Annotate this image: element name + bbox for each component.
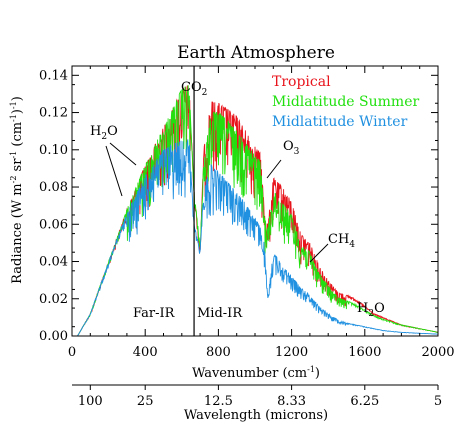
annotation-h2o-left: H2O [90,124,118,142]
region-label-mid-ir: Mid-IR [197,306,243,321]
x-tick-label: 800 [206,345,231,360]
pointer-o3 [266,159,282,179]
x-tick-label: 1200 [275,345,308,360]
wavelength-axis: 100 25 12.5 8.33 6.25 5 [72,384,442,409]
pointer-ch4 [309,243,329,263]
plot-area [77,85,438,336]
wavelength-tick-label: 25 [137,394,154,409]
annotation-h2o-right: H2O [357,301,385,319]
x-tick-label: 0 [68,345,76,360]
y-tick-label: 0.12 [39,106,68,121]
y-axis: 0.00 0.02 0.04 0.06 0.08 0.10 0.12 0.14 [39,68,438,344]
wavelength-tick-label: 100 [78,394,103,409]
wavelength-axis-title: Wavelength (microns) [184,408,328,423]
y-tick-label: 0.06 [39,217,68,232]
series-line-midlatitude-winter [77,139,438,336]
wavelength-tick-label: 8.33 [277,394,306,409]
y-tick-label: 0.14 [39,68,68,83]
annotation-ch4: CH4 [328,232,355,250]
x-axis-title: Wavenumber (cm-1) [192,365,320,381]
y-tick-label: 0.02 [39,292,68,307]
plot-frame [71,65,439,337]
y-tick-label: 0.10 [39,143,68,158]
legend-entry-tropical: Tropical [272,74,331,90]
region-label-far-ir: Far-IR [133,306,176,321]
annotation-o3: O3 [283,139,300,157]
x-tick-label: 1600 [348,345,381,360]
x-tick-label: 400 [133,345,158,360]
x-tick-label: 2000 [421,345,454,360]
annotations: H2O CO2 O3 CH4 H2O Far-IR Mid-IR [90,80,385,321]
x-axis: 0 400 800 1200 1600 2000 [68,66,455,360]
wavelength-tick-label: 5 [434,394,442,409]
legend: Tropical Midlatitude Summer Midlatitude … [272,74,419,130]
wavelength-tick-label: 6.25 [350,394,379,409]
annotation-co2: CO2 [181,80,207,98]
y-axis-title: Radiance (W m-2 sr-1 (cm-1)-1) [9,96,25,284]
pointer-h2o-a [109,142,137,166]
legend-entry-midlatitude-winter: Midlatitude Winter [272,114,408,130]
pointer-h2o-b [105,145,123,197]
y-tick-label: 0.04 [39,255,68,270]
y-tick-label: 0.00 [39,329,68,344]
y-tick-label: 0.08 [39,180,68,195]
wavelength-tick-label: 12.5 [204,394,233,409]
legend-entry-midlatitude-summer: Midlatitude Summer [272,94,419,110]
chart-title: Earth Atmosphere [177,43,335,63]
